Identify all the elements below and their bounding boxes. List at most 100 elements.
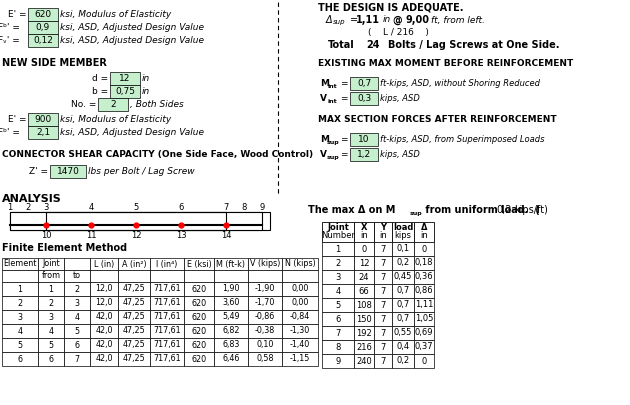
Text: 6: 6 bbox=[178, 203, 184, 213]
Bar bbox=[46, 212, 226, 230]
Text: 6,82: 6,82 bbox=[222, 326, 240, 335]
Bar bbox=[354, 298, 374, 312]
Text: Y: Y bbox=[380, 224, 386, 232]
Text: 620: 620 bbox=[192, 313, 207, 322]
Bar bbox=[214, 282, 248, 296]
Bar bbox=[392, 256, 414, 270]
Bar bbox=[392, 284, 414, 298]
Text: 4: 4 bbox=[18, 326, 23, 335]
Bar bbox=[282, 270, 318, 282]
Text: 5: 5 bbox=[49, 341, 54, 350]
Text: Finite Element Method: Finite Element Method bbox=[2, 243, 127, 253]
Bar bbox=[374, 354, 392, 368]
Bar bbox=[414, 222, 434, 242]
Bar bbox=[118, 296, 150, 310]
Bar bbox=[322, 242, 354, 256]
Text: 216: 216 bbox=[356, 343, 372, 352]
Bar bbox=[2, 258, 38, 270]
Text: kips/ft): kips/ft) bbox=[514, 205, 548, 215]
Bar bbox=[322, 354, 354, 368]
Text: 7: 7 bbox=[335, 328, 341, 337]
Text: int: int bbox=[327, 99, 336, 104]
Text: Bolts / Lag Screws at One Side.: Bolts / Lag Screws at One Side. bbox=[388, 40, 559, 50]
Text: 1,05: 1,05 bbox=[415, 315, 433, 324]
Bar bbox=[374, 326, 392, 340]
Text: 0,2: 0,2 bbox=[496, 205, 512, 215]
Text: X: X bbox=[361, 224, 367, 232]
Bar bbox=[350, 133, 378, 146]
Text: ksi, Modulus of Elasticity: ksi, Modulus of Elasticity bbox=[60, 10, 171, 19]
Text: 4: 4 bbox=[49, 326, 54, 335]
Text: 12,0: 12,0 bbox=[95, 298, 113, 307]
Text: E' =: E' = bbox=[8, 10, 26, 19]
Text: 0,7: 0,7 bbox=[396, 301, 410, 309]
Bar bbox=[414, 312, 434, 326]
Text: from: from bbox=[42, 271, 60, 281]
Bar bbox=[150, 270, 184, 282]
Text: ksi, ASD, Adjusted Design Value: ksi, ASD, Adjusted Design Value bbox=[60, 128, 204, 137]
Text: to: to bbox=[73, 271, 81, 281]
Text: 150: 150 bbox=[356, 315, 372, 324]
Text: L (in): L (in) bbox=[94, 260, 114, 269]
Text: 1: 1 bbox=[49, 284, 54, 294]
Text: -0,84: -0,84 bbox=[290, 313, 310, 322]
Text: =: = bbox=[340, 135, 348, 144]
Text: load: load bbox=[393, 224, 413, 232]
Bar bbox=[282, 338, 318, 352]
Text: 1: 1 bbox=[8, 203, 13, 213]
Bar bbox=[2, 324, 38, 338]
Text: 0,55: 0,55 bbox=[394, 328, 412, 337]
Text: 12: 12 bbox=[358, 258, 369, 267]
Text: kips, ASD: kips, ASD bbox=[380, 94, 420, 103]
Bar bbox=[184, 282, 214, 296]
Text: 47,25: 47,25 bbox=[123, 354, 146, 364]
Bar bbox=[350, 92, 378, 105]
Bar bbox=[64, 324, 90, 338]
Bar bbox=[322, 256, 354, 270]
Text: 620: 620 bbox=[192, 298, 207, 307]
Text: 5: 5 bbox=[134, 203, 139, 213]
Bar bbox=[28, 21, 58, 34]
Text: 3: 3 bbox=[335, 273, 341, 281]
Bar bbox=[90, 310, 118, 324]
Text: 717,61: 717,61 bbox=[153, 298, 181, 307]
Text: 0,00: 0,00 bbox=[291, 298, 309, 307]
Text: in: in bbox=[142, 74, 150, 83]
Text: 0,86: 0,86 bbox=[415, 286, 433, 296]
Text: =: = bbox=[340, 150, 348, 159]
Bar bbox=[2, 282, 38, 296]
Bar bbox=[38, 338, 64, 352]
Bar bbox=[38, 324, 64, 338]
Bar bbox=[322, 270, 354, 284]
Bar bbox=[282, 296, 318, 310]
Text: M (ft-k): M (ft-k) bbox=[217, 260, 246, 269]
Text: sup: sup bbox=[333, 19, 346, 25]
Text: 6: 6 bbox=[74, 341, 79, 350]
Bar bbox=[354, 222, 374, 242]
Text: 12: 12 bbox=[131, 232, 141, 241]
Text: 8: 8 bbox=[335, 343, 341, 352]
Bar bbox=[354, 270, 374, 284]
Text: -1,40: -1,40 bbox=[290, 341, 310, 350]
Text: 7: 7 bbox=[381, 258, 386, 267]
Bar bbox=[322, 222, 354, 242]
Text: (    L / 216    ): ( L / 216 ) bbox=[368, 28, 429, 36]
Bar bbox=[374, 242, 392, 256]
Text: 6,83: 6,83 bbox=[222, 341, 239, 350]
Text: 717,61: 717,61 bbox=[153, 354, 181, 364]
Text: 6,46: 6,46 bbox=[222, 354, 239, 364]
Text: 3: 3 bbox=[43, 203, 49, 213]
Text: Joint: Joint bbox=[42, 260, 60, 269]
Text: MAX SECTION FORCES AFTER REINFORCEMENT: MAX SECTION FORCES AFTER REINFORCEMENT bbox=[318, 115, 557, 124]
Text: in: in bbox=[379, 232, 387, 241]
Bar bbox=[414, 284, 434, 298]
Bar bbox=[248, 338, 282, 352]
Text: 620: 620 bbox=[192, 354, 207, 364]
Bar bbox=[248, 310, 282, 324]
Text: -1,70: -1,70 bbox=[255, 298, 275, 307]
Text: 717,61: 717,61 bbox=[153, 326, 181, 335]
Bar bbox=[322, 326, 354, 340]
Text: No. =: No. = bbox=[71, 100, 96, 109]
Text: 5: 5 bbox=[74, 326, 79, 335]
Text: 0,36: 0,36 bbox=[415, 273, 433, 281]
